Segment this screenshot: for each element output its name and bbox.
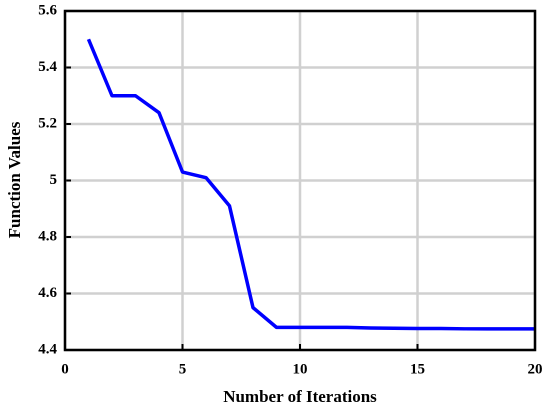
y-tick-label: 5.2 bbox=[38, 115, 57, 131]
y-tick-label: 4.6 bbox=[38, 285, 57, 301]
data-line bbox=[86, 38, 535, 331]
y-tick-label: 4.8 bbox=[38, 228, 57, 244]
x-axis-title: Number of Iterations bbox=[223, 387, 377, 406]
x-tick-label: 0 bbox=[61, 361, 69, 377]
x-tick-label: 20 bbox=[528, 361, 543, 377]
y-tick-label: 5 bbox=[50, 172, 58, 188]
x-tick-label: 5 bbox=[179, 361, 187, 377]
y-axis-title: Function Values bbox=[5, 121, 24, 238]
y-tick-label: 5.4 bbox=[38, 59, 57, 75]
x-tick-label: 15 bbox=[410, 361, 425, 377]
x-tick-label: 10 bbox=[293, 361, 308, 377]
y-tick-label: 4.4 bbox=[38, 341, 57, 357]
plot-frame bbox=[63, 9, 537, 352]
y-tick-label: 5.6 bbox=[38, 2, 57, 18]
